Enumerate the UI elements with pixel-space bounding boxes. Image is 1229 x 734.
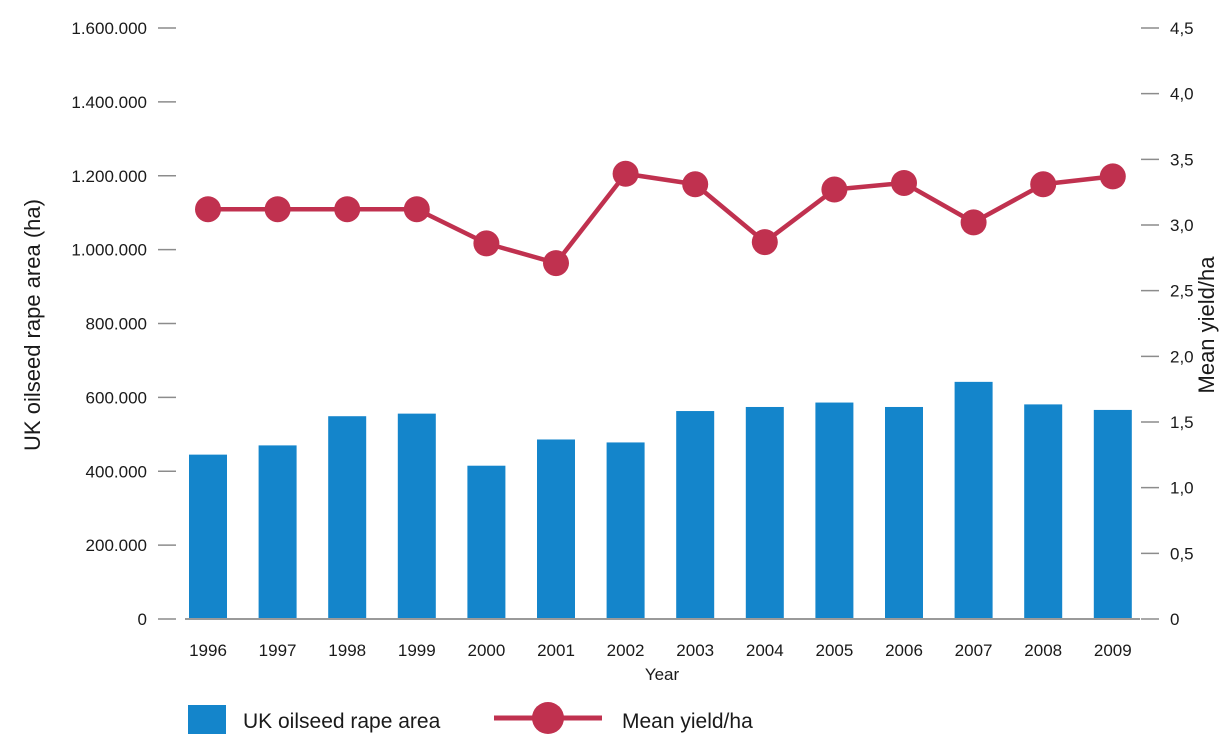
y2-tick-label: 0 <box>1170 610 1179 629</box>
bar <box>954 381 993 619</box>
line-point <box>334 196 361 223</box>
bar <box>745 406 784 619</box>
y-tick-label: 1.400.000 <box>71 93 147 112</box>
bar <box>328 416 367 619</box>
x-tick-label: 1997 <box>259 641 297 660</box>
legend-bar-swatch <box>188 705 226 734</box>
x-tick-label: 2005 <box>815 641 853 660</box>
x-tick-label: 2001 <box>537 641 575 660</box>
x-tick-label: 2003 <box>676 641 714 660</box>
bar <box>676 411 715 619</box>
line-point <box>891 169 917 196</box>
y2-tick-label: 4,0 <box>1170 85 1194 104</box>
x-axis-title: Year <box>645 665 680 684</box>
y2-tick-label: 1,5 <box>1170 413 1194 432</box>
x-tick-label: 1999 <box>398 641 436 660</box>
y-tick-label: 400.000 <box>86 462 147 481</box>
bar-series <box>189 381 1132 619</box>
y2-axis-title: Mean yield/ha <box>1194 256 1219 394</box>
y-axis-title: UK oilseed rape area (ha) <box>20 199 45 451</box>
bar <box>1093 409 1132 619</box>
bar <box>467 465 506 619</box>
line-point <box>682 171 709 198</box>
y-tick-label: 600.000 <box>86 388 147 407</box>
line-point <box>473 230 500 257</box>
x-tick-label: 2000 <box>467 641 505 660</box>
y2-tick-label: 0,5 <box>1170 544 1194 563</box>
x-tick-label: 1998 <box>328 641 366 660</box>
y-tick-label: 0 <box>138 610 147 629</box>
y-tick-label: 1.200.000 <box>71 167 147 186</box>
bar <box>815 402 854 619</box>
y2-tick-label: 4,5 <box>1170 19 1194 38</box>
x-tick-label: 2004 <box>746 641 784 660</box>
bar <box>537 439 575 619</box>
line-point <box>543 250 569 277</box>
y-tick-label: 1.600.000 <box>71 19 147 38</box>
line-series <box>195 160 1126 277</box>
y-tick-label: 200.000 <box>86 536 147 555</box>
line-point <box>403 196 430 223</box>
x-tick-label: 2007 <box>955 641 993 660</box>
line-point <box>751 229 778 256</box>
bar <box>258 445 297 619</box>
x-axis-ticks: 1996 1997 1998 1999 2000 2001 2002 2003 2004 2005… <box>189 641 1132 660</box>
line-point <box>612 160 639 187</box>
x-tick-label: 1996 <box>189 641 227 660</box>
legend-line-label: Mean yield/ha <box>622 710 753 733</box>
line-point <box>960 209 987 236</box>
x-tick-label: 2002 <box>607 641 645 660</box>
bar <box>189 454 227 619</box>
y2-tick-label: 1,0 <box>1170 479 1194 498</box>
x-tick-label: 2009 <box>1094 641 1132 660</box>
y2-tick-label: 2,0 <box>1170 347 1194 366</box>
bar <box>606 442 645 619</box>
left-axis-ticks: 0 200.000 400.000 600.000 800.000 1.000.000 1.… <box>71 19 176 629</box>
y2-tick-label: 3,0 <box>1170 216 1194 235</box>
legend-line-marker <box>532 702 564 734</box>
bar <box>885 406 923 619</box>
y-tick-label: 800.000 <box>86 315 147 334</box>
y2-tick-label: 2,5 <box>1170 282 1194 301</box>
line-point <box>264 196 291 223</box>
y-tick-label: 1.000.000 <box>71 241 147 260</box>
legend: UK oilseed rape area Mean yield/ha <box>188 702 753 734</box>
line-point <box>1099 163 1126 190</box>
right-axis-ticks: 0 0,5 1,0 1,5 2,0 2,5 3,0 3,5 4,0 4,5 <box>1141 19 1194 629</box>
x-tick-label: 2006 <box>885 641 923 660</box>
bar <box>1024 404 1063 619</box>
legend-bar-label: UK oilseed rape area <box>243 710 441 733</box>
line-point <box>821 176 848 203</box>
line-point <box>1030 171 1057 198</box>
line-point <box>195 196 221 223</box>
y2-tick-label: 3,5 <box>1170 150 1194 169</box>
x-tick-label: 2008 <box>1024 641 1062 660</box>
bar <box>397 413 436 619</box>
